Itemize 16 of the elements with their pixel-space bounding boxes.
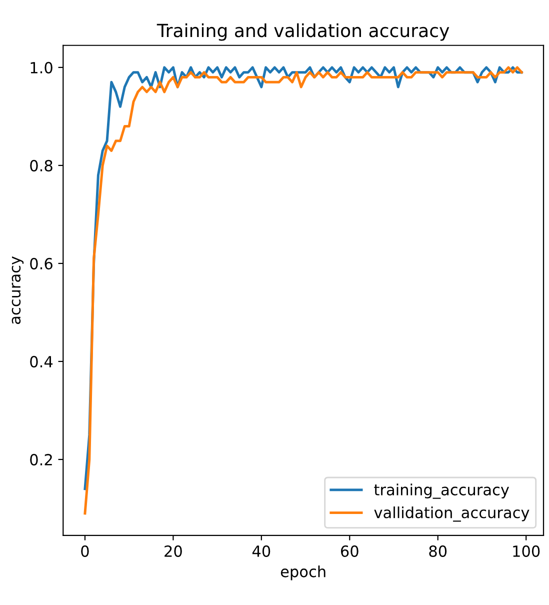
y-axis-title: accuracy (12, 256, 24, 324)
x-tick-label: 80 (429, 545, 447, 557)
x-tick-label: 60 (340, 545, 358, 557)
legend-label: training_accuracy (374, 484, 510, 499)
y-tick-label: 1.0 (30, 62, 52, 74)
legend-label: vallidation_accuracy (374, 506, 530, 522)
x-axis-title: epoch (280, 565, 326, 580)
y-tick-label: 0.2 (30, 454, 52, 466)
x-tick-label: 20 (164, 545, 182, 557)
chart-title: Training and validation accuracy (156, 23, 450, 41)
x-tick-label: 0 (81, 545, 89, 557)
y-tick-label: 0.4 (30, 356, 53, 368)
x-tick-label: 100 (513, 545, 540, 557)
y-tick-label: 0.8 (30, 160, 52, 172)
y-tick-label: 0.6 (30, 258, 52, 270)
x-tick-label: 40 (252, 545, 270, 557)
